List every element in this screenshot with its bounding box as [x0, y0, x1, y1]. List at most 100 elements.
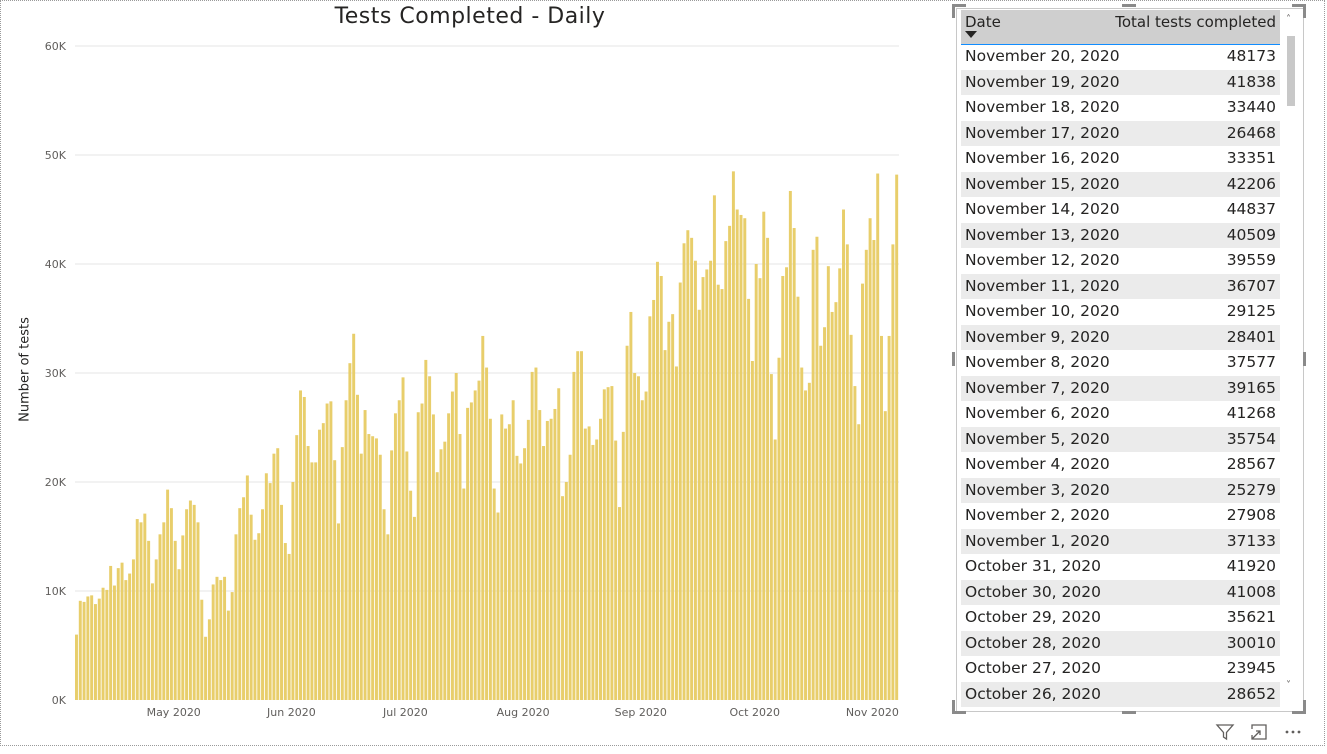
bar[interactable] — [534, 368, 537, 700]
bar[interactable] — [500, 414, 503, 700]
bar[interactable] — [645, 392, 648, 700]
bar[interactable] — [588, 426, 591, 700]
bar[interactable] — [834, 302, 837, 700]
bar[interactable] — [743, 218, 746, 700]
resize-handle[interactable] — [952, 352, 955, 366]
bar[interactable] — [356, 395, 359, 700]
bar[interactable] — [895, 175, 898, 700]
filter-icon[interactable] — [1215, 722, 1235, 742]
bar[interactable] — [402, 377, 405, 700]
table-row[interactable]: October 30, 2020 41008 — [961, 580, 1280, 606]
bar[interactable] — [394, 413, 397, 700]
bar[interactable] — [234, 534, 237, 700]
bar[interactable] — [208, 619, 211, 700]
table-row[interactable]: November 4, 2020 28567 — [961, 452, 1280, 478]
bar[interactable] — [432, 414, 435, 700]
bar[interactable] — [713, 195, 716, 700]
resize-handle[interactable] — [1122, 4, 1136, 7]
bar[interactable] — [774, 439, 777, 700]
table-row[interactable]: November 8, 2020 37577 — [961, 350, 1280, 376]
bar[interactable] — [307, 446, 310, 700]
bar[interactable] — [364, 410, 367, 700]
bar[interactable] — [314, 462, 317, 700]
bar[interactable] — [614, 441, 617, 700]
bar[interactable] — [804, 390, 807, 700]
table-row[interactable]: November 2, 2020 27908 — [961, 503, 1280, 529]
bar[interactable] — [455, 373, 458, 700]
bar[interactable] — [79, 601, 82, 700]
bar[interactable] — [390, 450, 393, 700]
table-row[interactable]: November 10, 2020 29125 — [961, 299, 1280, 325]
bar[interactable] — [246, 475, 249, 700]
bar[interactable] — [607, 387, 610, 700]
bar[interactable] — [553, 409, 556, 700]
bar[interactable] — [105, 590, 108, 700]
bar[interactable] — [496, 513, 499, 700]
bar[interactable] — [846, 244, 849, 700]
table-row[interactable]: October 27, 2020 23945 — [961, 656, 1280, 682]
bar[interactable] — [637, 376, 640, 700]
bar-chart[interactable]: 0K 10K 20K 30K 40K 50K 60K May 2020 Jun 2020 Jul … — [0, 0, 950, 725]
bar[interactable] — [724, 241, 727, 700]
bar[interactable] — [702, 277, 705, 700]
scroll-up-icon[interactable]: ˄ — [1286, 14, 1291, 25]
table-row[interactable]: November 19, 2020 41838 — [961, 70, 1280, 96]
bar[interactable] — [610, 386, 613, 700]
bar[interactable] — [569, 455, 572, 700]
bar[interactable] — [618, 507, 621, 700]
bar[interactable] — [599, 419, 602, 700]
bar[interactable] — [417, 412, 420, 700]
bar[interactable] — [204, 637, 207, 700]
focus-mode-icon[interactable] — [1249, 722, 1269, 742]
bar[interactable] — [238, 508, 241, 700]
bar[interactable] — [667, 322, 670, 700]
bar[interactable] — [405, 451, 408, 700]
bar[interactable] — [162, 522, 165, 700]
bar[interactable] — [280, 505, 283, 700]
bar[interactable] — [755, 264, 758, 700]
bar[interactable] — [291, 482, 294, 700]
bar[interactable] — [891, 244, 894, 700]
bar[interactable] — [660, 276, 663, 700]
bar[interactable] — [777, 358, 780, 700]
bar[interactable] — [808, 383, 811, 700]
bar[interactable] — [326, 404, 329, 700]
bar[interactable] — [876, 174, 879, 700]
bar[interactable] — [348, 363, 351, 700]
bar[interactable] — [865, 250, 868, 700]
bar[interactable] — [793, 228, 796, 700]
table-row[interactable]: October 29, 2020 35621 — [961, 605, 1280, 631]
scroll-thumb[interactable] — [1287, 36, 1295, 106]
bar[interactable] — [815, 237, 818, 700]
bar[interactable] — [474, 390, 477, 700]
bar[interactable] — [857, 424, 860, 700]
bar[interactable] — [371, 436, 374, 700]
bar[interactable] — [295, 435, 298, 700]
bar[interactable] — [189, 501, 192, 700]
bar[interactable] — [686, 230, 689, 700]
bar[interactable] — [531, 372, 534, 700]
bar[interactable] — [462, 489, 465, 700]
bar[interactable] — [159, 534, 162, 700]
bar[interactable] — [652, 300, 655, 700]
bar[interactable] — [565, 482, 568, 700]
table-row[interactable]: November 12, 2020 39559 — [961, 248, 1280, 274]
resize-handle[interactable] — [952, 4, 955, 18]
bar[interactable] — [132, 559, 135, 700]
table-row[interactable]: October 28, 2020 30010 — [961, 631, 1280, 657]
bar[interactable] — [747, 299, 750, 700]
bar[interactable] — [732, 171, 735, 700]
bar[interactable] — [785, 267, 788, 700]
bar[interactable] — [451, 392, 454, 700]
bar[interactable] — [409, 491, 412, 700]
bar[interactable] — [831, 312, 834, 700]
bar[interactable] — [694, 261, 697, 700]
bar[interactable] — [94, 604, 97, 700]
bar[interactable] — [728, 226, 731, 700]
bar[interactable] — [185, 509, 188, 700]
bar[interactable] — [193, 505, 196, 700]
bar[interactable] — [421, 404, 424, 700]
bar[interactable] — [219, 580, 222, 700]
bar[interactable] — [470, 402, 473, 700]
bar[interactable] — [648, 316, 651, 700]
